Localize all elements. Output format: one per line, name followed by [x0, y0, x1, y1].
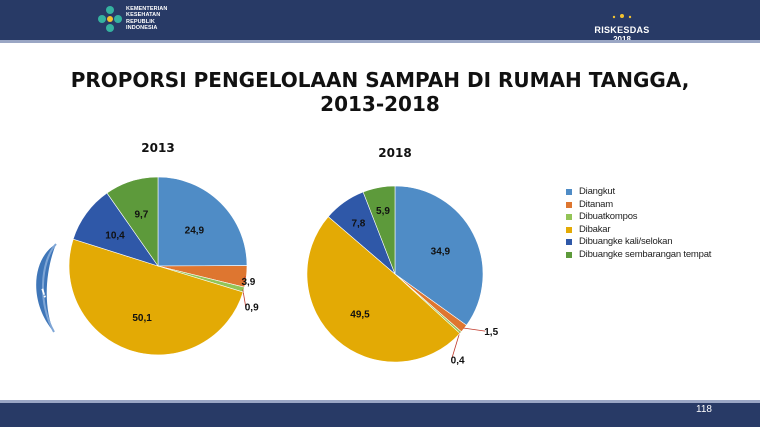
legend-item: Dibuangke sembarangan tempat — [566, 249, 726, 260]
header-divider — [0, 40, 760, 43]
data-label: 34,9 — [431, 247, 451, 258]
riskesdas-logo-text: RISKESDAS — [594, 25, 650, 35]
pie-slice-2013-5 — [106, 176, 159, 267]
legend-swatch — [566, 189, 572, 195]
data-label: 3,9 — [241, 277, 255, 288]
riskesdas-logo: RISKESDAS 2018 — [592, 7, 652, 44]
riskesdas-logo-year: 2018 — [592, 35, 652, 44]
legend-label: Dibuangke kali/selokan — [579, 236, 673, 247]
footer-bar — [0, 403, 760, 427]
kemenkes-logo: KEMENTERIAN KESEHATAN REPUBLIK INDONESIA — [96, 4, 186, 36]
legend-swatch — [566, 201, 572, 208]
legend-label: Diangkut — [579, 186, 615, 197]
riskesdas-sparkle-icon — [612, 14, 632, 19]
leader-line — [451, 331, 461, 360]
pie-title-2018: 2018 — [378, 146, 411, 160]
data-label: 5,9 — [376, 206, 390, 217]
legend-item: Diangkut — [566, 186, 726, 197]
logo-text-line: REPUBLIK — [126, 18, 155, 25]
pie-slice-2018-3 — [306, 216, 461, 363]
footer-divider — [0, 400, 760, 403]
legend-swatch — [566, 214, 572, 220]
legend-label: Dibakar — [579, 223, 611, 235]
logo-text-line: KEMENTERIAN — [126, 6, 168, 12]
legend-swatch — [566, 239, 572, 245]
kemenkes-logo-icon — [98, 6, 122, 32]
leader-line — [242, 276, 246, 282]
data-label: 50,1 — [132, 313, 152, 324]
data-label: 9,7 — [134, 209, 148, 220]
logo-text-line: KESEHATAN — [126, 12, 161, 19]
header-bar: KEMENTERIAN KESEHATAN REPUBLIK INDONESIA… — [0, 0, 760, 44]
legend-label: Dibuangke sembarangan tempat — [579, 248, 712, 260]
data-label: 24,9 — [185, 225, 205, 236]
alert-bubble-icon: ! — [36, 243, 57, 333]
legend-item: Dibuangke kali/selokan — [566, 236, 726, 247]
legend-item: Dibakar — [566, 224, 726, 235]
pie-slice-2018-5 — [362, 185, 396, 275]
legend-swatch — [566, 251, 572, 258]
legend: Diangkut Ditanam Dibuatkompos Dibakar Dibuan… — [566, 186, 726, 261]
data-label: 49,5 — [350, 310, 370, 321]
title-line-2: 2013-2018 — [320, 92, 440, 116]
pie-slice-2013-3 — [68, 238, 244, 356]
legend-item: Dibuatkompos — [566, 211, 726, 222]
pie-slice-2018-0 — [394, 185, 484, 326]
data-label: 0,9 — [245, 303, 259, 314]
legend-swatch — [566, 226, 572, 233]
pie-title-2013: 2013 — [141, 141, 174, 155]
page-number: 118 — [696, 404, 712, 415]
data-label: 10,4 — [105, 230, 125, 241]
legend-label: Ditanam — [579, 198, 613, 210]
slide-title: PROPORSI PENGELOLAAN SAMPAH DI RUMAH TAN… — [0, 68, 760, 116]
data-label: 7,8 — [351, 218, 365, 229]
pie-slice-2013-0 — [157, 176, 248, 267]
data-label: 0,4 — [451, 355, 465, 366]
legend-item: Ditanam — [566, 199, 726, 210]
title-line-1: PROPORSI PENGELOLAAN SAMPAH DI RUMAH TAN… — [70, 68, 690, 92]
data-label: 1,5 — [484, 327, 498, 338]
svg-text:!: ! — [39, 285, 48, 301]
logo-text-line: INDONESIA — [126, 24, 158, 31]
legend-label: Dibuatkompos — [579, 211, 638, 222]
leader-line — [463, 327, 486, 332]
